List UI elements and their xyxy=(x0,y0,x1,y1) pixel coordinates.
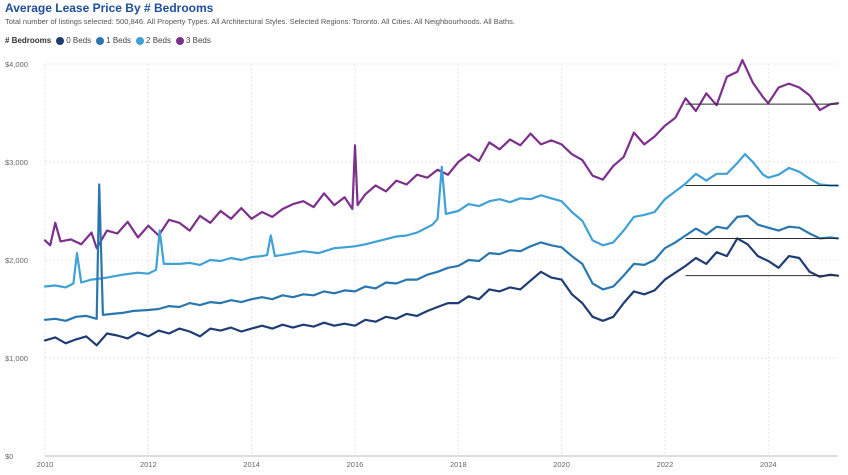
legend-label-3-beds: 3 Beds xyxy=(185,36,211,45)
legend-dot-3-beds xyxy=(175,36,184,45)
chart-subtitle: Total number of listings selected: 500,8… xyxy=(5,17,515,26)
series-line-0-beds xyxy=(43,237,840,347)
x-tick-label: 2014 xyxy=(243,460,260,469)
legend-item-0-beds[interactable]: 0 Beds xyxy=(56,36,91,45)
legend-item-2-beds[interactable]: 2 Beds xyxy=(136,36,171,45)
x-tick-label: 2022 xyxy=(657,460,674,469)
x-tick-label: 2016 xyxy=(347,460,364,469)
x-tick-label: 2012 xyxy=(140,460,157,469)
series-line-2-beds xyxy=(43,153,840,289)
legend: # Bedrooms 0 Beds 1 Beds 2 Beds 3 Beds xyxy=(5,36,216,45)
series-line-1-beds xyxy=(43,183,840,322)
x-tick-label: 2024 xyxy=(760,460,777,469)
legend-dot-1-beds xyxy=(96,36,105,45)
y-tick-label: $0 xyxy=(5,452,13,461)
legend-item-3-beds[interactable]: 3 Beds xyxy=(175,36,211,45)
y-tick-label: $2,000 xyxy=(5,256,28,265)
x-tick-label: 2010 xyxy=(37,460,54,469)
legend-dot-0-beds xyxy=(56,36,65,45)
legend-item-1-beds[interactable]: 1 Beds xyxy=(96,36,131,45)
x-tick-label: 2020 xyxy=(553,460,570,469)
y-tick-label: $4,000 xyxy=(5,60,28,69)
y-tick-label: $3,000 xyxy=(5,158,28,167)
legend-title: # Bedrooms xyxy=(5,36,52,45)
legend-dot-2-beds xyxy=(136,36,145,45)
y-tick-label: $1,000 xyxy=(5,354,28,363)
legend-label-1-beds: 1 Beds xyxy=(106,36,132,45)
chart-title: Average Lease Price By # Bedrooms xyxy=(5,1,214,15)
legend-label-2-beds: 2 Beds xyxy=(146,36,171,45)
series-line-3-beds xyxy=(43,59,840,250)
x-tick-label: 2018 xyxy=(450,460,467,469)
legend-label-0-beds: 0 Beds xyxy=(66,36,92,45)
